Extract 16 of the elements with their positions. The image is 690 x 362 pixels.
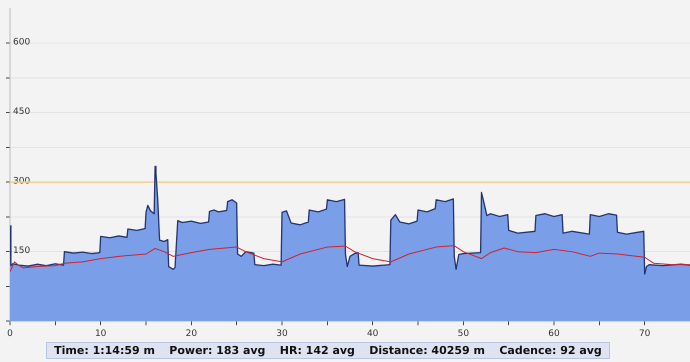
text: Power: 183 avg — [169, 344, 266, 357]
x-tick-label: 30 — [276, 328, 288, 339]
y-tick-label: 450 — [13, 107, 30, 118]
x-tick-label: 10 — [94, 328, 107, 339]
x-tick-label: 50 — [458, 328, 470, 339]
text: Distance: 40259 m — [369, 344, 485, 357]
x-tick-label: 0 — [7, 328, 14, 339]
x-tick-label: 60 — [548, 328, 560, 339]
x-tick-label: 40 — [366, 328, 379, 339]
x-tick-label: 20 — [186, 328, 198, 339]
y-tick-label: 600 — [13, 38, 30, 48]
x-tick-label: 70 — [638, 328, 651, 339]
y-tick-label: 150 — [13, 246, 30, 256]
text: Time: 1:14:59 m — [54, 344, 155, 357]
text: HR: 142 avg — [280, 344, 355, 357]
text: Cadence: 92 avg — [499, 344, 602, 357]
